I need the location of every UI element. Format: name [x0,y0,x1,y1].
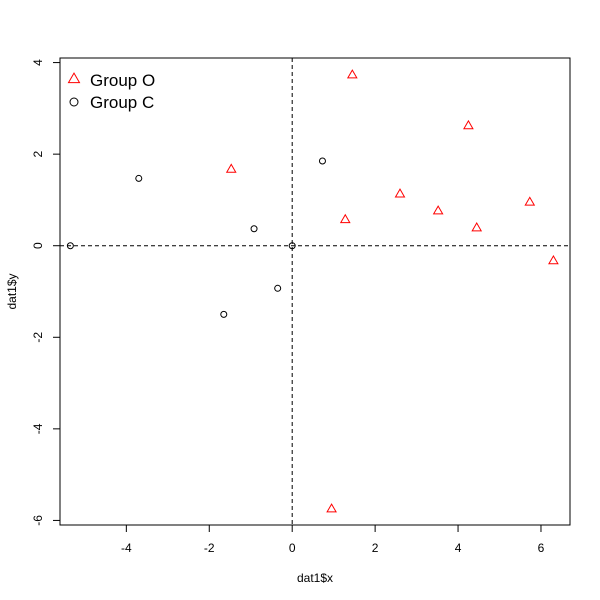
data-point-circle [135,174,143,182]
y-tick-label: -2 [31,332,45,343]
axis-ticks: -4 -2 0 2 4 6 -6 -4 -2 0 2 4 [31,59,545,555]
plot-frame [59,57,571,526]
legend-item-group-o: Group O [67,71,155,90]
legend-label-group-o: Group O [90,71,155,90]
data-point-triangle [548,254,559,265]
data-point-circle [288,242,296,250]
reference-lines [60,58,570,525]
data-point-circle [274,284,282,292]
legend-triangle-marker [67,72,81,84]
x-axis-title: dat1$x [297,571,333,585]
data-points [66,69,559,513]
data-point-triangle [471,222,483,232]
data-point-triangle [346,69,358,79]
data-point-circle [250,225,258,233]
data-point-triangle [463,119,474,130]
x-tick-label: 4 [455,541,462,555]
y-tick-label: 2 [31,150,45,157]
data-point-triangle [524,196,536,206]
y-axis-title: dat1$y [5,273,19,309]
legend-item-group-c: Group C [69,93,154,112]
y-tick-label: -6 [31,515,45,526]
legend-label-group-c: Group C [90,93,154,112]
x-tick-label: -4 [121,541,132,555]
y-tick-label: -4 [31,423,45,434]
data-point-triangle [326,503,337,513]
x-tick-label: -2 [204,541,215,555]
data-point-triangle [339,213,351,224]
data-point-triangle [225,163,237,173]
legend-circle-marker [69,97,79,107]
x-tick-label: 0 [289,541,296,555]
data-point-circle [220,310,228,318]
data-point-circle [318,157,326,165]
y-tick-label: 4 [31,59,45,66]
data-point-triangle [394,188,406,198]
data-point-triangle [432,205,444,215]
x-tick-label: 6 [538,541,545,555]
legend: Group O Group C [67,71,155,112]
x-tick-label: 2 [372,541,379,555]
y-tick-label: 0 [31,242,45,249]
data-point-circle [66,242,74,250]
